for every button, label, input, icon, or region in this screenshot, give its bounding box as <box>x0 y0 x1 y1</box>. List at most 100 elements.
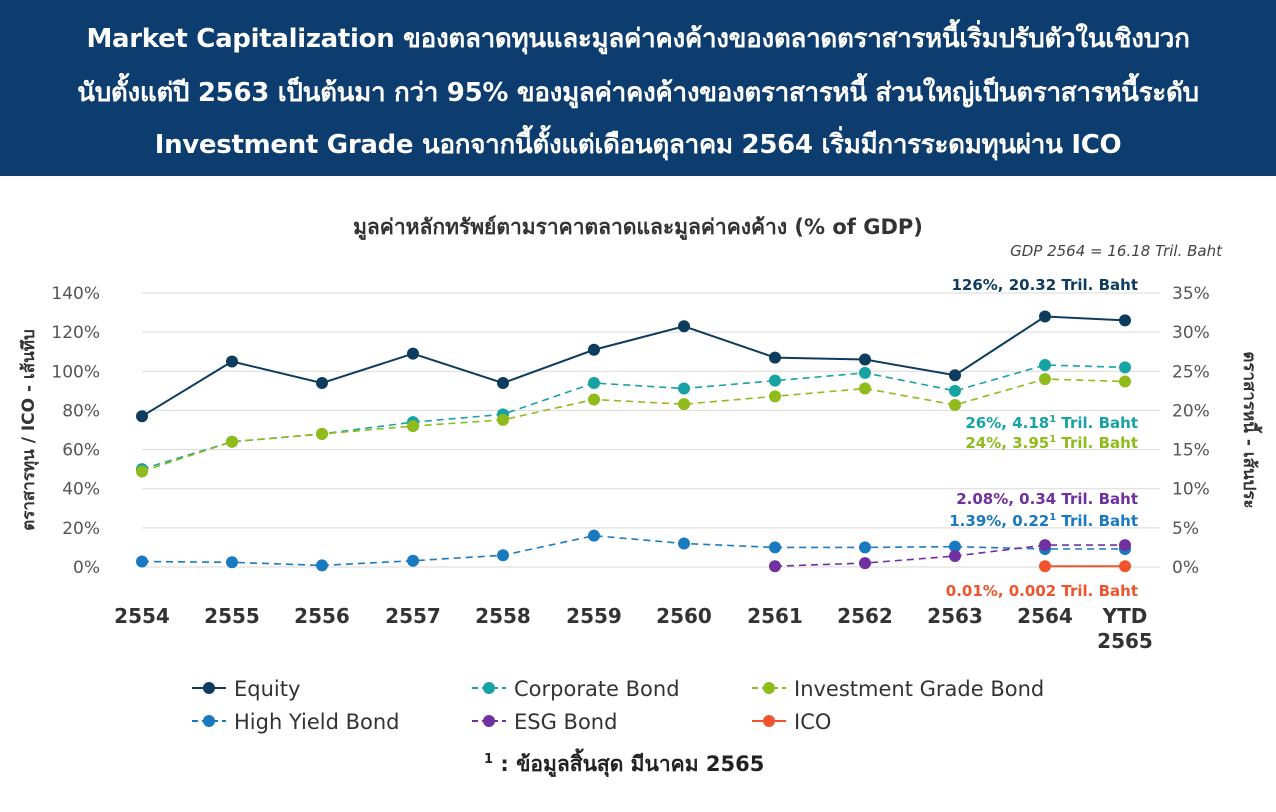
legend-label-ico: ICO <box>794 710 831 734</box>
equity-point <box>949 369 961 382</box>
legend-label-esg-bond: ESG Bond <box>514 710 617 734</box>
equity-point <box>1039 310 1051 323</box>
equity-point <box>497 377 509 390</box>
x-tick-label: 2556 <box>294 604 350 628</box>
x-tick-label: 2562 <box>837 604 893 628</box>
ico-point <box>1039 560 1051 573</box>
headline-line-3: Investment Grade นอกจากนี้ตั้งแต่เดือนตุ… <box>154 130 1122 160</box>
x-tick-label: 2561 <box>747 604 803 628</box>
investment-grade-bond-point <box>678 398 690 411</box>
chart-card <box>0 176 1276 812</box>
legend-label-corporate-bond: Corporate Bond <box>514 677 680 701</box>
headline-line-2: นับตั้งแต่ปี 2563 เป็นต้นมา กว่า 95% ของ… <box>77 78 1199 108</box>
legend-marker-equity <box>203 682 215 694</box>
investment-grade-bond-line <box>141 378 1126 473</box>
x-tick-label: 2555 <box>204 604 260 628</box>
equity-point <box>588 343 600 356</box>
y-right-tick-label: 20% <box>1172 401 1210 421</box>
y-left-axis-title: ตราสารทุน / ICO - เส้นทึบ <box>19 329 39 531</box>
legend-marker-ico <box>763 715 775 727</box>
investment-grade-bond-point <box>1039 373 1051 386</box>
footnote-text: : ข้อมูลสิ้นสุด มีนาคม 2565 <box>493 752 765 776</box>
x-tick-label: 2558 <box>475 604 531 628</box>
chart-subtitle: GDP 2564 = 16.18 Tril. Baht <box>1010 242 1223 260</box>
investment-grade-bond-point <box>769 390 781 403</box>
y-right-axis-title: ตราสารหนี้ - เส้นประ <box>1239 351 1263 508</box>
high-yield-bond-point <box>859 541 871 554</box>
high-yield-bond-point <box>407 554 419 567</box>
legend-label-equity: Equity <box>234 677 300 701</box>
headline-line-1: Market Capitalization ของตลาดทุนและมูลค่… <box>86 24 1190 54</box>
equity-point <box>316 377 328 390</box>
data-label: 26%, 4.181 Tril. Baht <box>965 414 1138 432</box>
high-yield-bond-point <box>678 537 690 550</box>
data-label: 24%, 3.951 Tril. Baht <box>965 434 1138 452</box>
investment-grade-bond-point <box>407 420 419 433</box>
y-left-tick-label: 100% <box>51 362 100 382</box>
esg-bond-point <box>1039 539 1051 552</box>
investment-grade-bond-point <box>949 398 961 411</box>
equity-point <box>136 410 148 423</box>
y-right-tick-label: 35% <box>1172 284 1210 304</box>
y-right-tick-label: 30% <box>1172 323 1210 343</box>
esg-bond-point <box>769 560 781 573</box>
corporate-bond-point <box>588 377 600 390</box>
y-right-tick-label: 10% <box>1172 480 1210 500</box>
x-tick-label: 2564 <box>1017 604 1073 628</box>
data-label: 0.01%, 0.002 Tril. Baht <box>946 582 1138 600</box>
legend-label-high-yield-bond: High Yield Bond <box>234 710 400 734</box>
high-yield-bond-point <box>949 540 961 553</box>
equity-point <box>226 355 238 368</box>
y-left-tick-label: 60% <box>62 441 100 461</box>
investment-grade-bond-point <box>859 382 871 395</box>
equity-point <box>859 353 871 366</box>
x-tick-label: 2554 <box>114 604 170 628</box>
high-yield-bond-point <box>588 529 600 542</box>
esg-bond-point <box>949 550 961 563</box>
x-tick-label: 2559 <box>566 604 622 628</box>
esg-bond-point <box>859 557 871 570</box>
investment-grade-bond-point <box>497 413 509 426</box>
y-left-tick-label: 0% <box>73 558 100 578</box>
investment-grade-bond-point <box>1119 375 1131 388</box>
investment-grade-bond-point <box>316 427 328 440</box>
y-right-tick-label: 5% <box>1172 519 1199 539</box>
y-right-tick-label: 25% <box>1172 362 1210 382</box>
data-label: 1.39%, 0.221 Tril. Baht <box>949 512 1138 530</box>
investment-grade-bond-point <box>136 465 148 478</box>
x-tick-label: 2563 <box>927 604 983 628</box>
x-tick-label: YTD 2565 <box>1097 604 1153 653</box>
investment-grade-bond-point <box>226 435 238 448</box>
legend-label-investment-grade-bond: Investment Grade Bond <box>794 677 1044 701</box>
legend-marker-high-yield-bond <box>203 715 215 727</box>
data-label: 2.08%, 0.34 Tril. Baht <box>956 490 1138 508</box>
high-yield-bond-point <box>136 555 148 568</box>
equity-point <box>678 320 690 333</box>
high-yield-bond-point <box>316 559 328 572</box>
y-left-tick-label: 40% <box>62 480 100 500</box>
high-yield-bond-point <box>769 541 781 554</box>
equity-line <box>141 315 1126 418</box>
corporate-bond-point <box>859 366 871 379</box>
legend-marker-investment-grade-bond <box>763 682 775 694</box>
data-label: 126%, 20.32 Tril. Baht <box>951 276 1138 294</box>
investment-grade-bond-point <box>588 393 600 406</box>
corporate-bond-point <box>949 384 961 397</box>
corporate-bond-point <box>1039 359 1051 372</box>
corporate-bond-point <box>769 374 781 387</box>
x-tick-label: 2557 <box>385 604 441 628</box>
equity-point <box>769 351 781 364</box>
y-left-tick-label: 80% <box>62 401 100 421</box>
y-left-tick-label: 120% <box>51 323 100 343</box>
footnote-mark: 1 <box>484 752 494 767</box>
footnote: 1 : ข้อมูลสิ้นสุด มีนาคม 2565 <box>484 748 764 781</box>
ico-point <box>1119 560 1131 573</box>
equity-point <box>407 347 419 360</box>
legend-marker-corporate-bond <box>483 682 495 694</box>
legend-marker-esg-bond <box>483 715 495 727</box>
corporate-bond-point <box>1119 361 1131 374</box>
esg-bond-point <box>1119 539 1131 552</box>
y-left-tick-label: 140% <box>51 284 100 304</box>
